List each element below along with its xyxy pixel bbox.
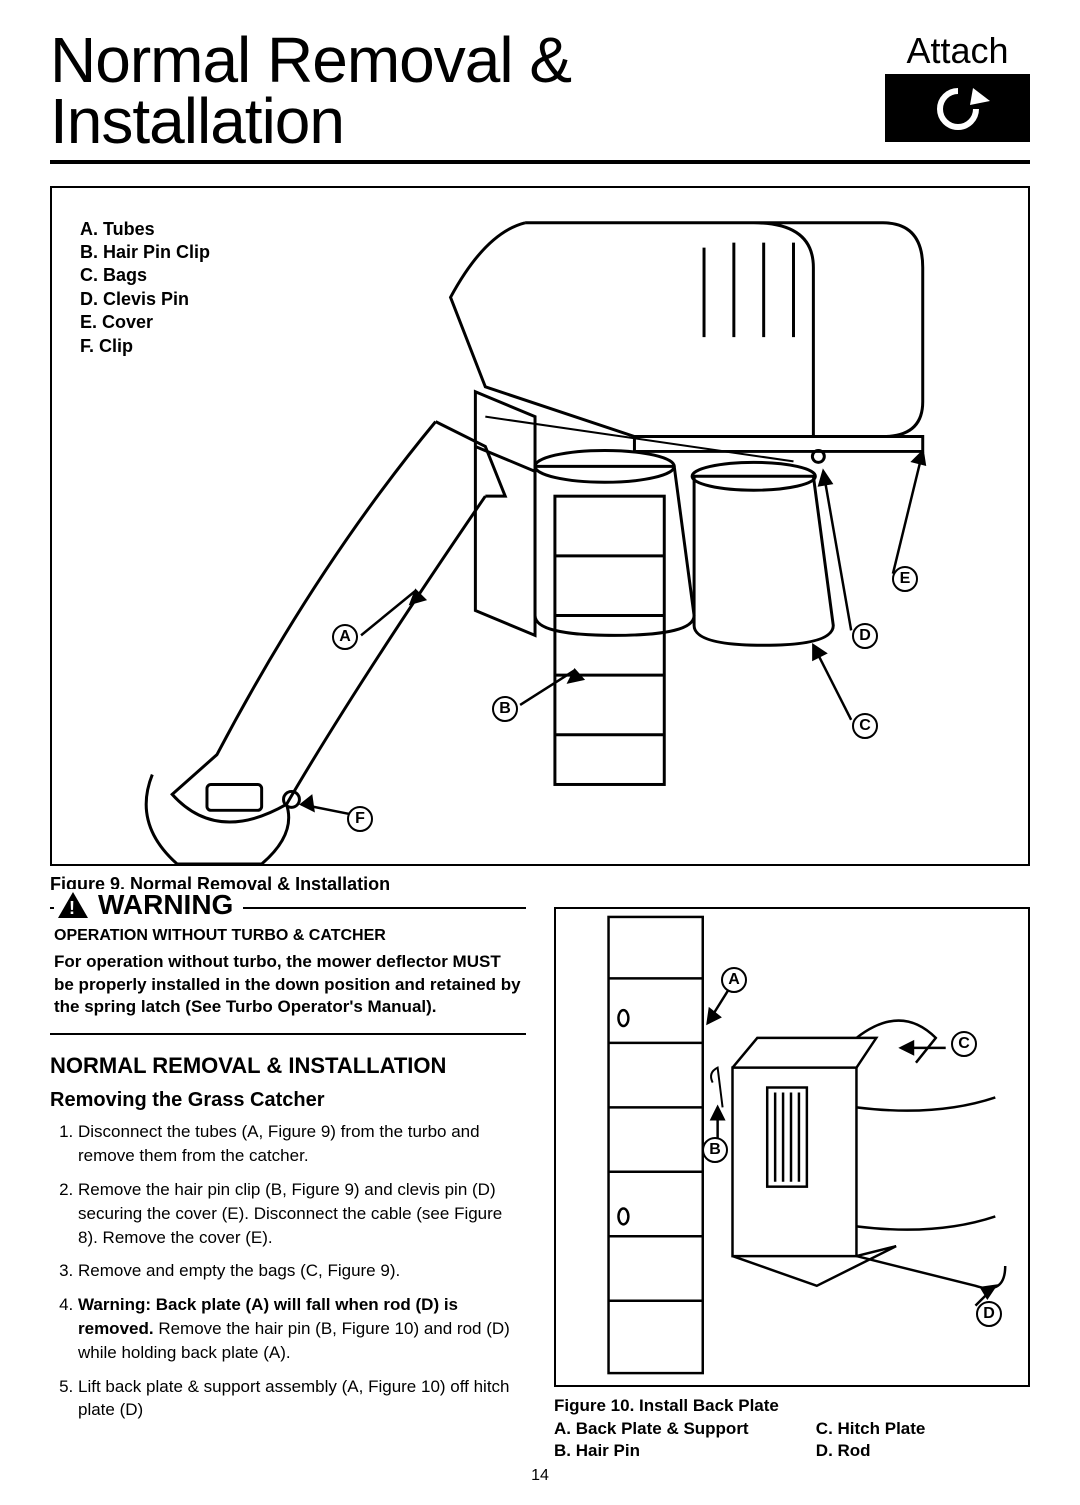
step-item: Warning: Back plate (A) will fall when r…	[78, 1293, 526, 1364]
warning-box: WARNING OPERATION WITHOUT TURBO & CATCHE…	[50, 907, 526, 1036]
attach-badge: Attach	[885, 30, 1030, 142]
legend-item: C. Hitch Plate	[816, 1418, 926, 1441]
section-heading: NORMAL REMOVAL & INSTALLATION	[50, 1053, 526, 1079]
legend-item: D. Rod	[816, 1440, 871, 1463]
callout-d: D	[852, 623, 878, 649]
warning-subheading: OPERATION WITHOUT TURBO & CATCHER	[54, 927, 522, 945]
step-item: Disconnect the tubes (A, Figure 9) from …	[78, 1120, 526, 1168]
callout-f: F	[347, 806, 373, 832]
attach-icon	[885, 74, 1030, 142]
callout-c: C	[852, 713, 878, 739]
figure-9-illustration	[52, 188, 1028, 864]
figure-10-caption-block: Figure 10. Install Back Plate A. Back Pl…	[554, 1395, 1030, 1464]
warning-heading: WARNING	[98, 889, 233, 921]
callout-e: E	[892, 566, 918, 592]
figure-10-caption: Figure 10. Install Back Plate	[554, 1395, 1030, 1418]
legend-item: A. Back Plate & Support	[554, 1418, 816, 1441]
callout-a: A	[332, 624, 358, 650]
attach-label: Attach	[885, 30, 1030, 72]
step-item: Remove and empty the bags (C, Figure 9).	[78, 1259, 526, 1283]
callout-d: D	[976, 1301, 1002, 1327]
steps-list: Disconnect the tubes (A, Figure 9) from …	[50, 1120, 526, 1422]
figure-9: A. Tubes B. Hair Pin Clip C. Bags D. Cle…	[50, 186, 1030, 866]
page-title-line2: Installation	[50, 91, 571, 152]
figure-10-illustration	[556, 909, 1028, 1385]
callout-a: A	[721, 967, 747, 993]
page-title-line1: Normal Removal &	[50, 30, 571, 91]
step-item: Lift back plate & support assembly (A, F…	[78, 1375, 526, 1423]
step-item: Remove the hair pin clip (B, Figure 9) a…	[78, 1178, 526, 1249]
page-number: 14	[50, 1467, 1030, 1485]
callout-b: B	[702, 1137, 728, 1163]
callout-b: B	[492, 696, 518, 722]
section-subheading: Removing the Grass Catcher	[50, 1089, 526, 1112]
legend-item: B. Hair Pin	[554, 1440, 816, 1463]
figure-10: A B C D	[554, 907, 1030, 1387]
callout-c: C	[951, 1031, 977, 1057]
warning-icon	[58, 892, 88, 918]
warning-body: For operation without turbo, the mower d…	[54, 951, 522, 1020]
header-divider	[50, 160, 1030, 164]
